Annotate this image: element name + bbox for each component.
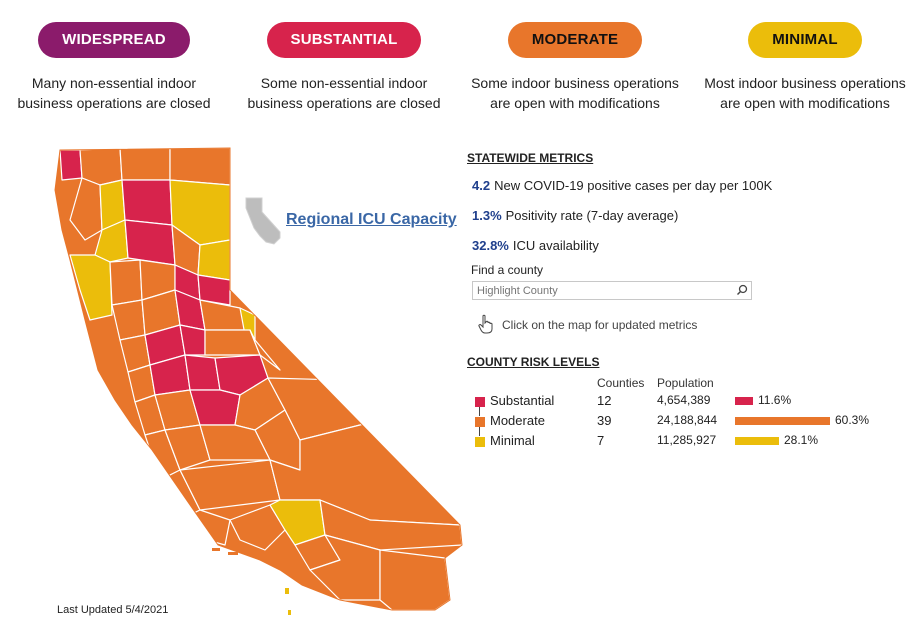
tier-desc-line: Most indoor business operations xyxy=(704,75,906,91)
channel-island xyxy=(285,588,289,594)
county-del-norte[interactable] xyxy=(59,149,83,181)
tier-widespread: WIDESPREAD Many non-essential indoor bus… xyxy=(0,0,228,113)
regional-icu-capacity-link[interactable]: Regional ICU Capacity xyxy=(286,211,457,228)
search-icon[interactable] xyxy=(736,284,748,296)
county-shasta[interactable] xyxy=(121,179,173,226)
county-mendocino-north[interactable] xyxy=(94,219,129,263)
find-county-label: Find a county xyxy=(471,263,544,277)
risk-row-minimal[interactable]: Minimal 7 11,285,927 28.1% xyxy=(467,433,897,453)
legend-swatch xyxy=(475,417,485,427)
risk-count: 12 xyxy=(597,393,612,408)
state-outline xyxy=(54,147,463,611)
county-mono-north[interactable] xyxy=(249,329,281,371)
county-sierra[interactable] xyxy=(197,239,231,281)
metric-value: 4.2 xyxy=(472,178,491,193)
county-imperial[interactable] xyxy=(379,549,451,610)
county-siskiyou[interactable] xyxy=(119,148,171,181)
tier-pill-widespread: WIDESPREAD xyxy=(38,22,190,58)
metric-positivity: 1.3% Positivity rate (7-day average) xyxy=(472,208,678,223)
risk-percent: 11.6% xyxy=(758,393,792,407)
channel-island xyxy=(288,610,291,615)
tier-description: Many non-essential indoor business opera… xyxy=(4,73,224,113)
county-mendocino[interactable] xyxy=(69,254,113,321)
metric-value: 32.8% xyxy=(472,238,509,253)
county-ventura[interactable] xyxy=(229,504,286,551)
legend-connector xyxy=(479,426,480,436)
risk-share-bar xyxy=(735,397,753,405)
county-humboldt[interactable] xyxy=(69,177,103,241)
tier-desc-line: Some non-essential indoor xyxy=(260,75,428,91)
risk-percent: 28.1% xyxy=(784,433,819,447)
tier-description: Most indoor business operations are open… xyxy=(695,73,911,113)
pointer-hand-icon xyxy=(478,314,493,334)
risk-population: 4,654,389 xyxy=(657,393,711,407)
county-tehama[interactable] xyxy=(124,219,176,266)
metric-label: New COVID-19 positive cases per day per … xyxy=(494,178,773,193)
legend-connector xyxy=(479,406,480,416)
legend-swatch xyxy=(475,437,485,447)
county-lake[interactable] xyxy=(109,259,143,306)
col-population-header: Population xyxy=(657,376,714,390)
county-sacramento[interactable] xyxy=(179,324,206,356)
tier-description: Some non-essential indoor business opera… xyxy=(234,73,454,113)
risk-name: Substantial xyxy=(490,393,555,408)
risk-count: 39 xyxy=(597,413,612,428)
risk-population: 24,188,844 xyxy=(657,413,718,427)
metric-label: ICU availability xyxy=(512,238,599,253)
tier-desc-line: business operations are closed xyxy=(17,95,211,111)
risk-row-moderate[interactable]: Moderate 39 24,188,844 60.3% xyxy=(467,413,897,433)
tier-desc-line: are open with modifications xyxy=(720,95,890,111)
click-map-note: Click on the map for updated metrics xyxy=(502,318,698,332)
tier-description: Some indoor business operations are open… xyxy=(465,73,685,113)
channel-island xyxy=(212,548,220,551)
tier-desc-line: Many non-essential indoor xyxy=(31,75,197,91)
risk-share-bar xyxy=(735,437,779,445)
county-modoc[interactable] xyxy=(169,148,231,186)
tier-pill-substantial: SUBSTANTIAL xyxy=(266,22,422,58)
tier-substantial: SUBSTANTIAL Some non-essential indoor bu… xyxy=(230,0,458,113)
col-counties-header: Counties xyxy=(597,376,645,390)
last-updated-text: Last Updated 5/4/2021 xyxy=(57,604,169,616)
legend-swatch xyxy=(475,397,485,407)
tier-pill-moderate: MODERATE xyxy=(507,22,643,58)
tier-desc-line: Some indoor business operations xyxy=(471,75,679,91)
county-nevada[interactable] xyxy=(197,274,231,306)
risk-name: Minimal xyxy=(490,433,535,448)
tier-moderate: MODERATE Some indoor business operations… xyxy=(461,0,689,113)
county-risk-heading: COUNTY RISK LEVELS xyxy=(467,355,600,369)
tier-desc-line: business operations are closed xyxy=(247,95,441,111)
county-kings[interactable] xyxy=(199,424,271,461)
metric-value: 1.3% xyxy=(472,208,502,223)
risk-population: 11,285,927 xyxy=(657,433,717,447)
metric-icu: 32.8% ICU availability xyxy=(472,238,599,253)
risk-share-bar xyxy=(735,417,830,425)
tier-desc-line: are open with modifications xyxy=(490,95,660,111)
tier-minimal: MINIMAL Most indoor business operations … xyxy=(691,0,911,113)
risk-count: 7 xyxy=(597,433,605,448)
statewide-metrics-heading: STATEWIDE METRICS xyxy=(467,151,594,165)
risk-row-substantial[interactable]: Substantial 12 4,654,389 11.6% xyxy=(467,393,897,413)
metric-cases: 4.2 New COVID-19 positive cases per day p… xyxy=(472,178,772,193)
county-search-input[interactable] xyxy=(472,281,752,300)
channel-island xyxy=(228,552,238,555)
mini-state-icon[interactable] xyxy=(242,196,284,246)
risk-name: Moderate xyxy=(490,413,545,428)
risk-percent: 60.3% xyxy=(835,413,870,427)
tier-pill-minimal: MINIMAL xyxy=(748,22,862,58)
metric-label: Positivity rate (7-day average) xyxy=(505,208,679,223)
